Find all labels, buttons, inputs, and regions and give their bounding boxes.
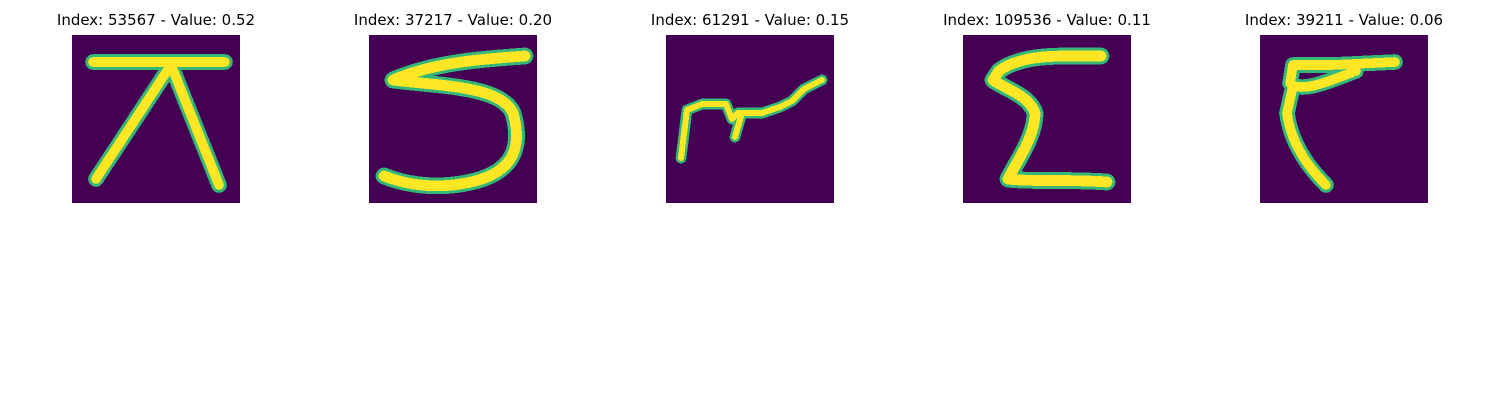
glyph-image — [666, 35, 834, 203]
glyph-image — [72, 35, 240, 203]
panel-title: Index: 109536 - Value: 0.11 — [943, 11, 1151, 29]
image-panel: Index: 37217 - Value: 0.20 — [323, 0, 583, 210]
image-panel: Index: 109536 - Value: 0.11 — [917, 0, 1177, 210]
image-panel: Index: 39211 - Value: 0.06 — [1214, 0, 1474, 210]
panel-title: Index: 53567 - Value: 0.52 — [56, 11, 256, 29]
image-panel: Index: 61291 - Value: 0.15 — [620, 0, 880, 210]
panel-title: Index: 61291 - Value: 0.15 — [650, 11, 850, 29]
glyph-image — [369, 35, 537, 203]
image-panel: Index: 53567 - Value: 0.52 — [26, 0, 286, 210]
panel-title: Index: 37217 - Value: 0.20 — [353, 11, 553, 29]
panel-title: Index: 39211 - Value: 0.06 — [1244, 11, 1444, 29]
glyph-image — [1260, 35, 1428, 203]
glyph-image — [963, 35, 1131, 203]
